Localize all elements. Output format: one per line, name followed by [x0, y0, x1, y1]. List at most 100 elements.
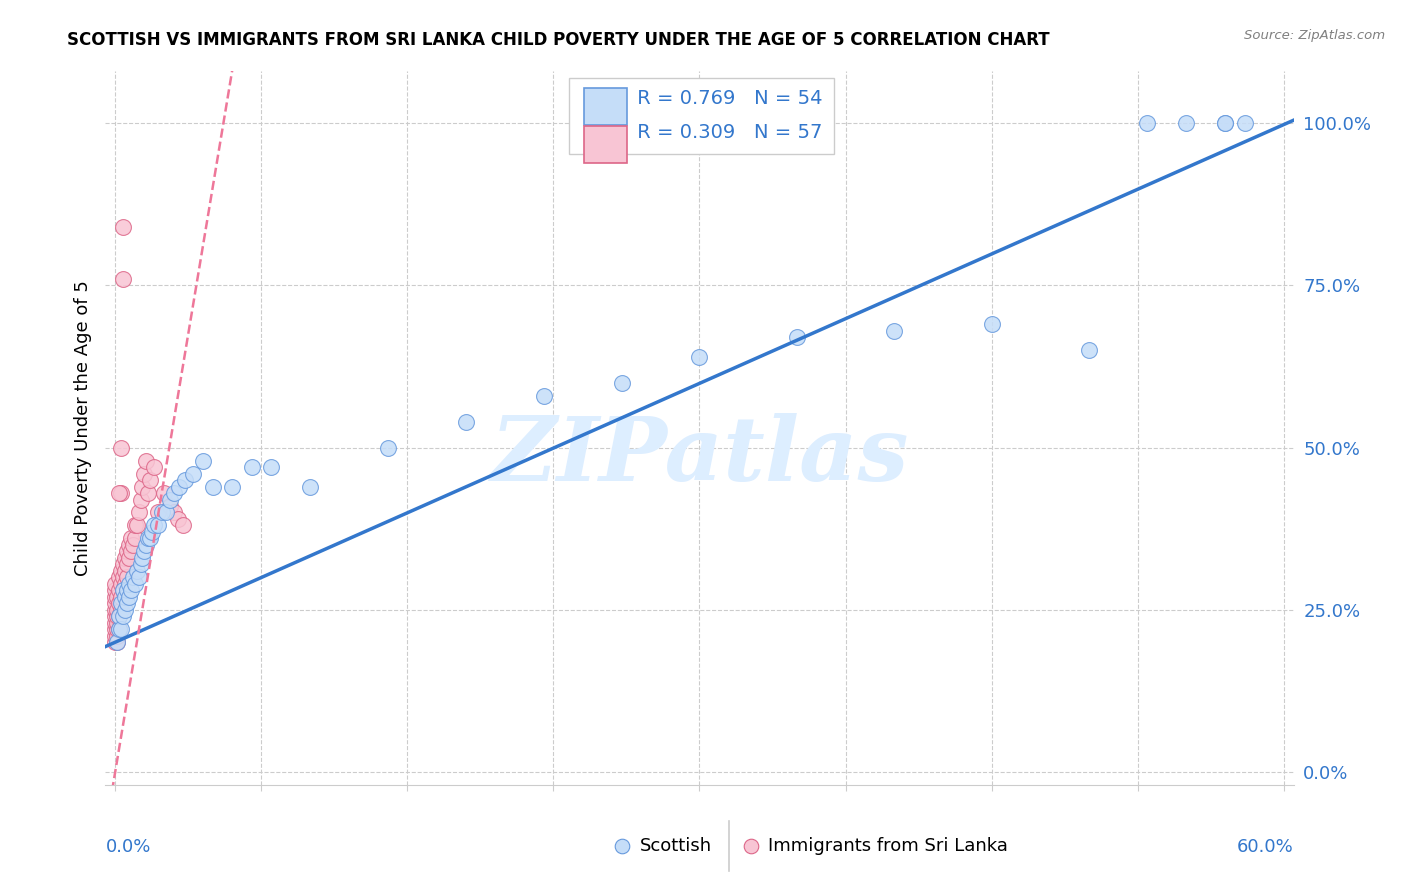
Point	[111, 570, 134, 584]
Point	[118, 550, 141, 565]
Y-axis label: Child Poverty Under the Age of 5: Child Poverty Under the Age of 5	[73, 280, 91, 576]
Text: Immigrants from Sri Lanka: Immigrants from Sri Lanka	[769, 837, 1008, 855]
Point	[105, 590, 128, 604]
Point	[135, 453, 157, 467]
Point	[105, 609, 128, 624]
Point	[110, 564, 132, 578]
Point	[111, 583, 134, 598]
Text: 60.0%: 60.0%	[1237, 838, 1294, 856]
Point	[104, 609, 127, 624]
Point	[110, 596, 132, 610]
Point	[120, 544, 142, 558]
Point	[114, 577, 136, 591]
Point	[115, 570, 138, 584]
Point	[162, 486, 184, 500]
Point	[129, 492, 152, 507]
Point	[110, 486, 132, 500]
Point	[159, 499, 181, 513]
Point	[150, 506, 173, 520]
Point	[108, 609, 131, 624]
Point	[104, 622, 127, 636]
Point	[136, 486, 159, 500]
Point	[689, 350, 711, 364]
Point	[124, 577, 146, 591]
Point	[883, 324, 905, 338]
Point	[166, 512, 188, 526]
Point	[104, 629, 127, 643]
Point	[1136, 116, 1159, 130]
Point	[115, 558, 138, 572]
Point	[377, 441, 399, 455]
Point	[610, 376, 633, 390]
Point	[260, 460, 283, 475]
Point	[104, 590, 127, 604]
Point	[201, 479, 224, 493]
Point	[115, 583, 138, 598]
Point	[111, 272, 134, 286]
Point	[146, 506, 169, 520]
Point	[1078, 343, 1101, 358]
Point	[181, 467, 204, 481]
Point	[104, 596, 127, 610]
Point	[134, 467, 156, 481]
Point	[115, 544, 138, 558]
Point	[134, 544, 156, 558]
Point	[104, 635, 127, 649]
Point	[121, 538, 143, 552]
Point	[108, 622, 131, 636]
FancyBboxPatch shape	[585, 127, 627, 163]
Point	[108, 596, 131, 610]
Text: 0.0%: 0.0%	[105, 838, 150, 856]
Point	[115, 596, 138, 610]
Point	[105, 635, 128, 649]
Point	[110, 622, 132, 636]
Point	[298, 479, 321, 493]
Point	[1233, 116, 1256, 130]
Point	[131, 550, 153, 565]
Point	[240, 460, 263, 475]
Point	[135, 538, 157, 552]
Point	[118, 577, 141, 591]
Point	[153, 486, 176, 500]
Point	[120, 583, 142, 598]
Point	[110, 603, 132, 617]
Point	[110, 441, 132, 455]
Point	[125, 564, 148, 578]
Point	[111, 558, 134, 572]
Point	[162, 506, 184, 520]
Point	[108, 583, 131, 598]
Point	[111, 583, 134, 598]
Point	[114, 564, 136, 578]
Point	[104, 615, 127, 630]
Point	[111, 220, 134, 235]
Text: R = 0.769   N = 54
         R = 0.309   N = 57: R = 0.769 N = 54 R = 0.309 N = 57	[581, 89, 823, 142]
Point	[121, 570, 143, 584]
Point	[120, 532, 142, 546]
Point	[980, 318, 1002, 332]
Point	[118, 590, 141, 604]
Point	[108, 486, 131, 500]
Point	[155, 506, 177, 520]
Point	[114, 590, 136, 604]
Point	[169, 479, 191, 493]
Point	[786, 330, 808, 344]
Point	[108, 570, 131, 584]
Point	[105, 603, 128, 617]
Point	[110, 577, 132, 591]
Point	[143, 518, 166, 533]
Point	[111, 609, 134, 624]
Point	[104, 603, 127, 617]
Point	[1215, 116, 1237, 130]
Point	[129, 558, 152, 572]
Point	[139, 473, 162, 487]
Point	[454, 415, 477, 429]
Point	[104, 583, 127, 598]
Text: ZIPatlas: ZIPatlas	[491, 414, 908, 500]
Point	[141, 524, 163, 539]
Point	[159, 492, 181, 507]
FancyBboxPatch shape	[585, 87, 627, 125]
Point	[110, 590, 132, 604]
Point	[114, 603, 136, 617]
Point	[1161, 820, 1184, 834]
Point	[952, 820, 974, 834]
